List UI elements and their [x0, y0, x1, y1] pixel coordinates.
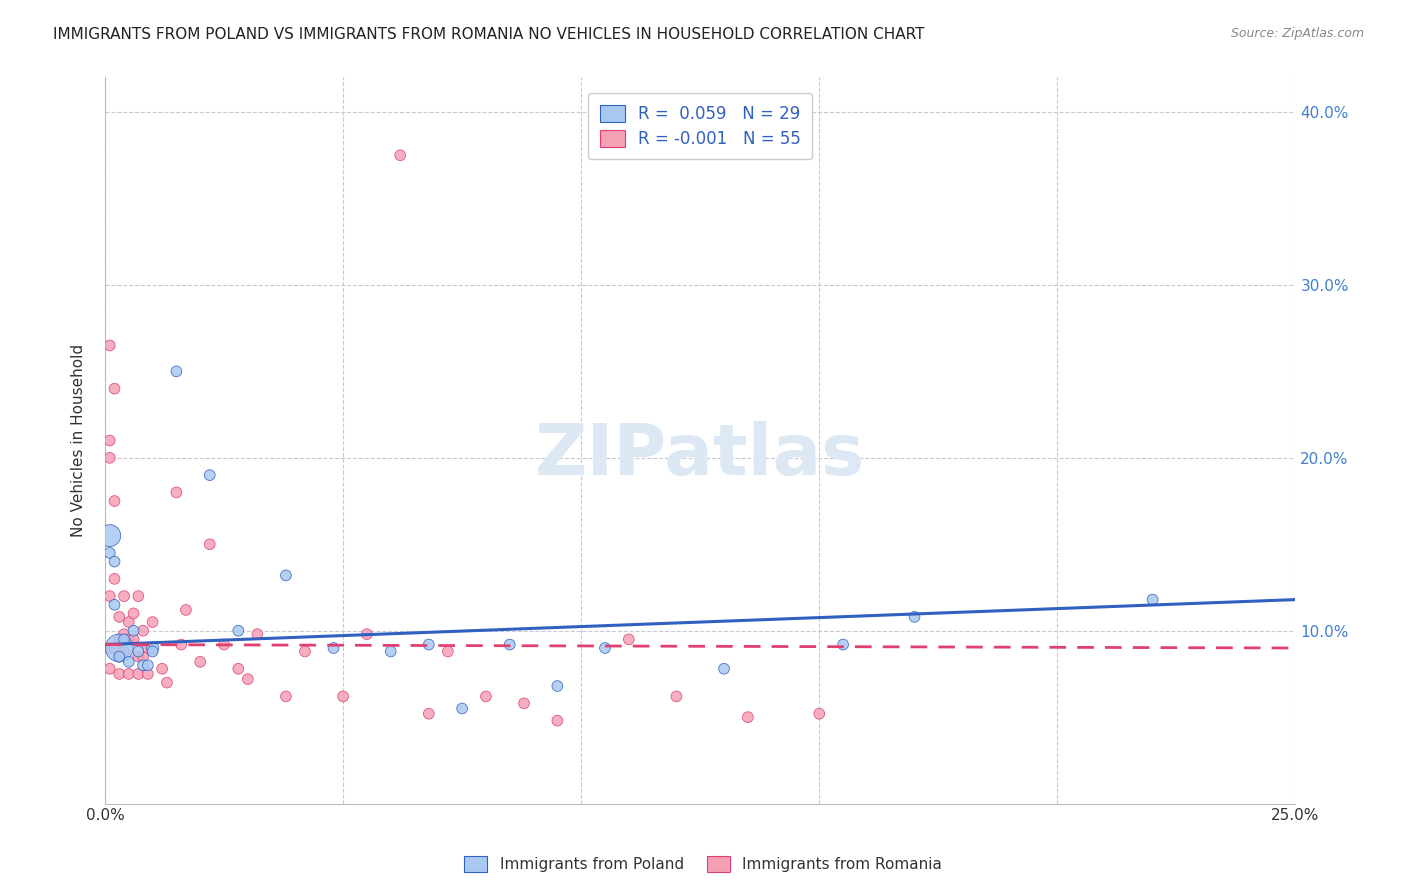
Point — [499, 638, 522, 652]
Point — [103, 572, 125, 586]
Point — [136, 640, 159, 655]
Y-axis label: No Vehicles in Household: No Vehicles in Household — [72, 344, 86, 537]
Point — [546, 714, 568, 728]
Point — [546, 679, 568, 693]
Point — [112, 644, 135, 658]
Point — [103, 640, 125, 655]
Point — [617, 632, 640, 647]
Point — [236, 672, 259, 686]
Point — [170, 638, 193, 652]
Point — [132, 658, 155, 673]
Point — [1142, 592, 1164, 607]
Point — [198, 468, 221, 483]
Point — [132, 649, 155, 664]
Point — [380, 644, 402, 658]
Point — [118, 615, 141, 629]
Point — [98, 434, 121, 448]
Point — [174, 603, 197, 617]
Point — [127, 644, 149, 658]
Legend: R =  0.059   N = 29, R = -0.001   N = 55: R = 0.059 N = 29, R = -0.001 N = 55 — [588, 93, 813, 160]
Point — [903, 610, 925, 624]
Point — [108, 610, 131, 624]
Point — [737, 710, 759, 724]
Point — [122, 607, 145, 621]
Point — [132, 624, 155, 638]
Point — [112, 632, 135, 647]
Point — [103, 494, 125, 508]
Point — [98, 450, 121, 465]
Point — [165, 485, 187, 500]
Point — [98, 589, 121, 603]
Point — [98, 528, 121, 542]
Point — [832, 638, 855, 652]
Point — [808, 706, 831, 721]
Point — [274, 568, 297, 582]
Point — [418, 706, 440, 721]
Point — [118, 632, 141, 647]
Point — [108, 649, 131, 664]
Point — [451, 701, 474, 715]
Point — [136, 658, 159, 673]
Text: IMMIGRANTS FROM POLAND VS IMMIGRANTS FROM ROMANIA NO VEHICLES IN HOUSEHOLD CORRE: IMMIGRANTS FROM POLAND VS IMMIGRANTS FRO… — [53, 27, 925, 42]
Point — [103, 382, 125, 396]
Point — [127, 649, 149, 664]
Point — [127, 589, 149, 603]
Point — [112, 627, 135, 641]
Point — [103, 555, 125, 569]
Point — [228, 624, 250, 638]
Point — [127, 667, 149, 681]
Point — [98, 662, 121, 676]
Point — [246, 627, 269, 641]
Text: Source: ZipAtlas.com: Source: ZipAtlas.com — [1230, 27, 1364, 40]
Point — [118, 667, 141, 681]
Point — [228, 662, 250, 676]
Point — [142, 644, 165, 658]
Point — [475, 690, 498, 704]
Point — [322, 640, 344, 655]
Point — [713, 662, 735, 676]
Point — [593, 640, 616, 655]
Point — [198, 537, 221, 551]
Point — [513, 696, 536, 710]
Point — [356, 627, 378, 641]
Point — [108, 640, 131, 655]
Point — [98, 338, 121, 352]
Point — [332, 690, 354, 704]
Point — [437, 644, 460, 658]
Point — [418, 638, 440, 652]
Point — [156, 675, 179, 690]
Point — [274, 690, 297, 704]
Point — [294, 644, 316, 658]
Point — [212, 638, 235, 652]
Point — [150, 662, 173, 676]
Point — [122, 632, 145, 647]
Point — [108, 667, 131, 681]
Point — [665, 690, 688, 704]
Point — [98, 640, 121, 655]
Point — [118, 655, 141, 669]
Legend: Immigrants from Poland, Immigrants from Romania: Immigrants from Poland, Immigrants from … — [457, 848, 949, 880]
Point — [122, 624, 145, 638]
Point — [98, 546, 121, 560]
Point — [136, 667, 159, 681]
Point — [112, 589, 135, 603]
Point — [165, 364, 187, 378]
Point — [389, 148, 412, 162]
Text: ZIPatlas: ZIPatlas — [536, 420, 865, 490]
Point — [108, 632, 131, 647]
Point — [188, 655, 211, 669]
Point — [142, 615, 165, 629]
Point — [103, 598, 125, 612]
Point — [142, 640, 165, 655]
Point — [108, 649, 131, 664]
